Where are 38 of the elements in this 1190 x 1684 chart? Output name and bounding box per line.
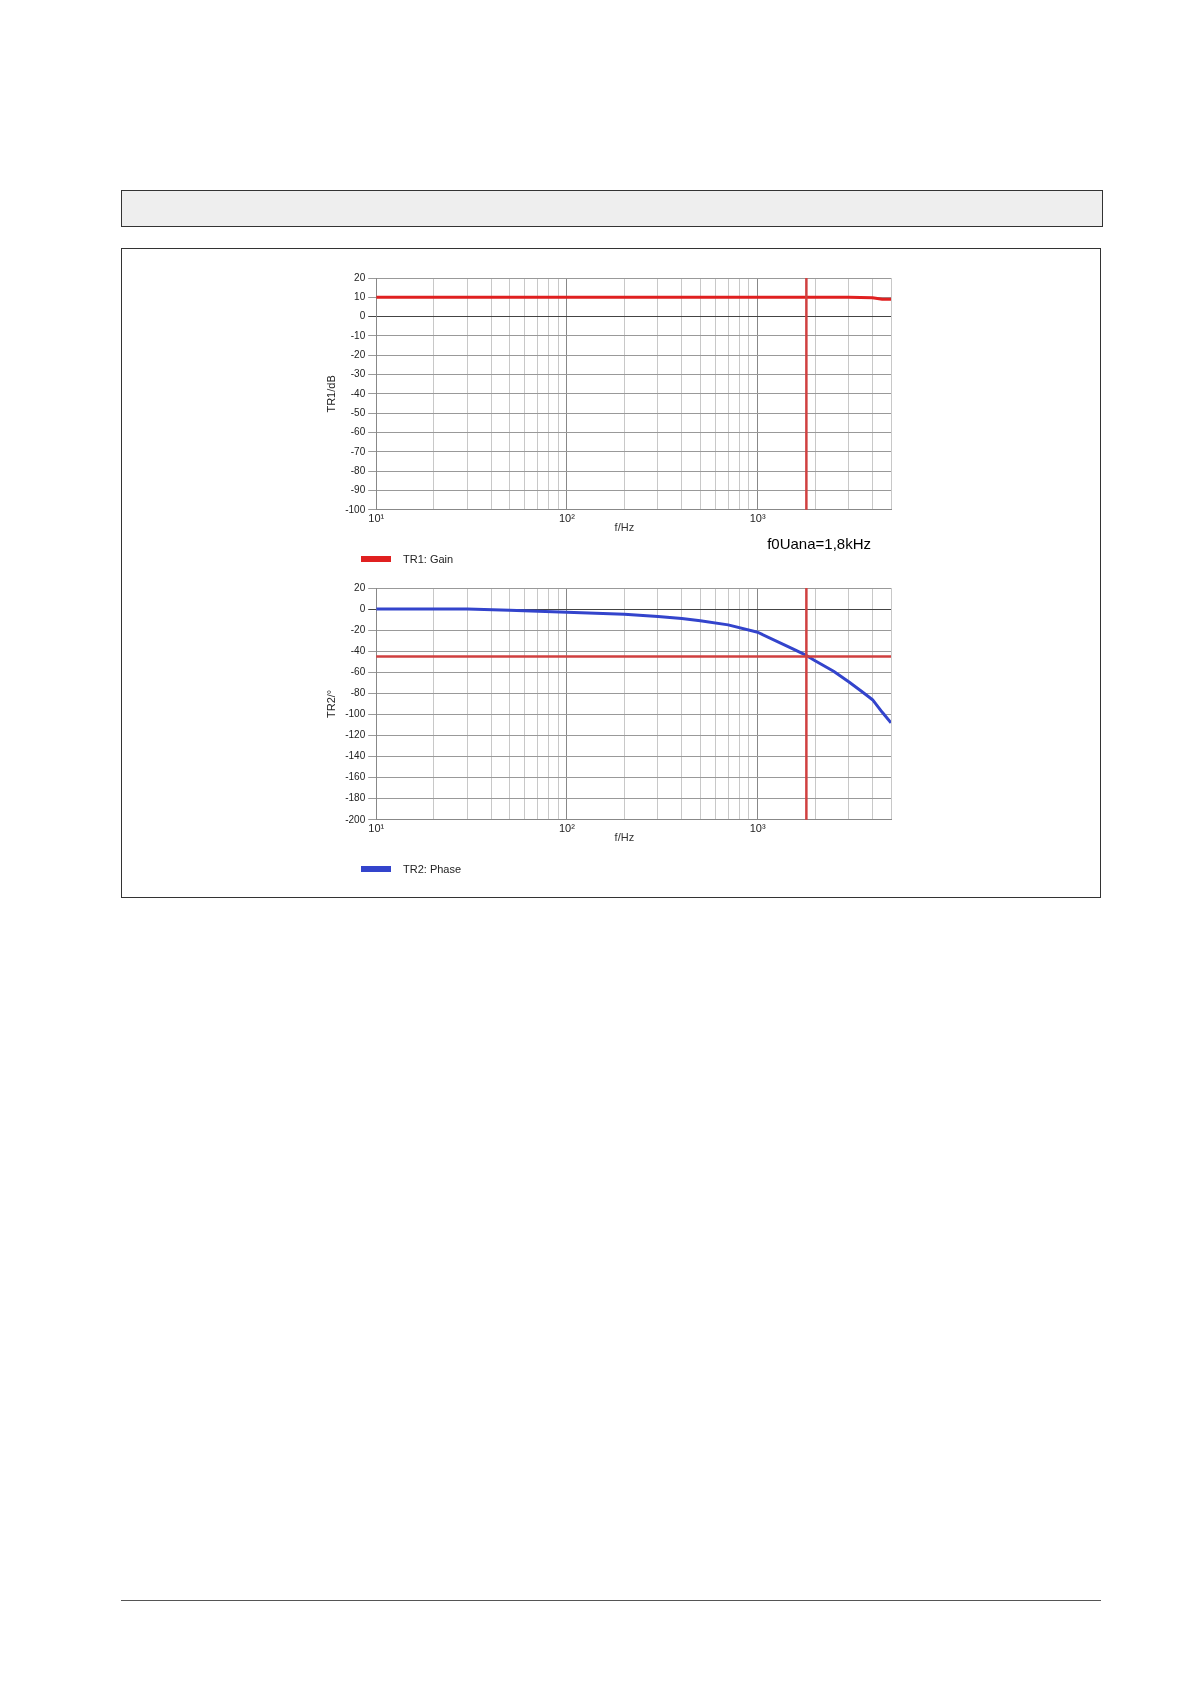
x-tick-label: 10¹ bbox=[368, 822, 385, 835]
x-tick-label: 10³ bbox=[749, 822, 766, 835]
x-tick-label: 10³ bbox=[749, 512, 766, 525]
y-tick-label: -100 bbox=[345, 708, 366, 720]
y-axis-title: TR1/dB bbox=[324, 375, 337, 413]
y-tick-label: -60 bbox=[350, 666, 366, 678]
y-tick-label: -120 bbox=[345, 729, 366, 741]
y-tick-label: -20 bbox=[350, 349, 366, 361]
y-tick-label: 10 bbox=[354, 291, 366, 303]
y-tick-label: -10 bbox=[350, 329, 366, 341]
y-tick-label: -160 bbox=[345, 771, 366, 783]
y-tick-label: 0 bbox=[359, 310, 366, 322]
y-tick-label: -100 bbox=[345, 503, 366, 515]
x-tick-label: 10¹ bbox=[368, 512, 385, 525]
y-tick-label: 20 bbox=[354, 581, 366, 593]
y-tick-label: 0 bbox=[359, 602, 366, 614]
y-tick-label: -90 bbox=[350, 484, 366, 496]
y-tick-label: -50 bbox=[350, 406, 366, 418]
y-tick-label: -20 bbox=[350, 623, 366, 635]
x-tick-label: 10² bbox=[559, 822, 576, 835]
y-tick-label: -40 bbox=[350, 644, 366, 656]
y-tick-label: -70 bbox=[350, 445, 366, 457]
legend-label: TR1: Gain bbox=[403, 553, 454, 565]
y-tick-label: -140 bbox=[345, 750, 366, 762]
y-axis-title: TR2/° bbox=[324, 689, 337, 719]
legend-label: TR2: Phase bbox=[403, 863, 462, 875]
text: f0Uana=1,8kHz bbox=[767, 535, 871, 553]
y-tick-label: -80 bbox=[350, 687, 366, 699]
y-tick-label: 20 bbox=[354, 271, 366, 283]
y-tick-label: -60 bbox=[350, 426, 366, 438]
y-tick-label: -200 bbox=[345, 813, 366, 825]
y-tick-label: -30 bbox=[350, 368, 366, 380]
y-tick-label: -40 bbox=[350, 387, 366, 399]
y-tick-label: -80 bbox=[350, 464, 366, 476]
x-axis-title: f/Hz bbox=[614, 521, 635, 534]
y-tick-label: -180 bbox=[345, 792, 366, 804]
x-axis-title: f/Hz bbox=[614, 831, 635, 844]
x-tick-label: 10² bbox=[559, 512, 576, 525]
